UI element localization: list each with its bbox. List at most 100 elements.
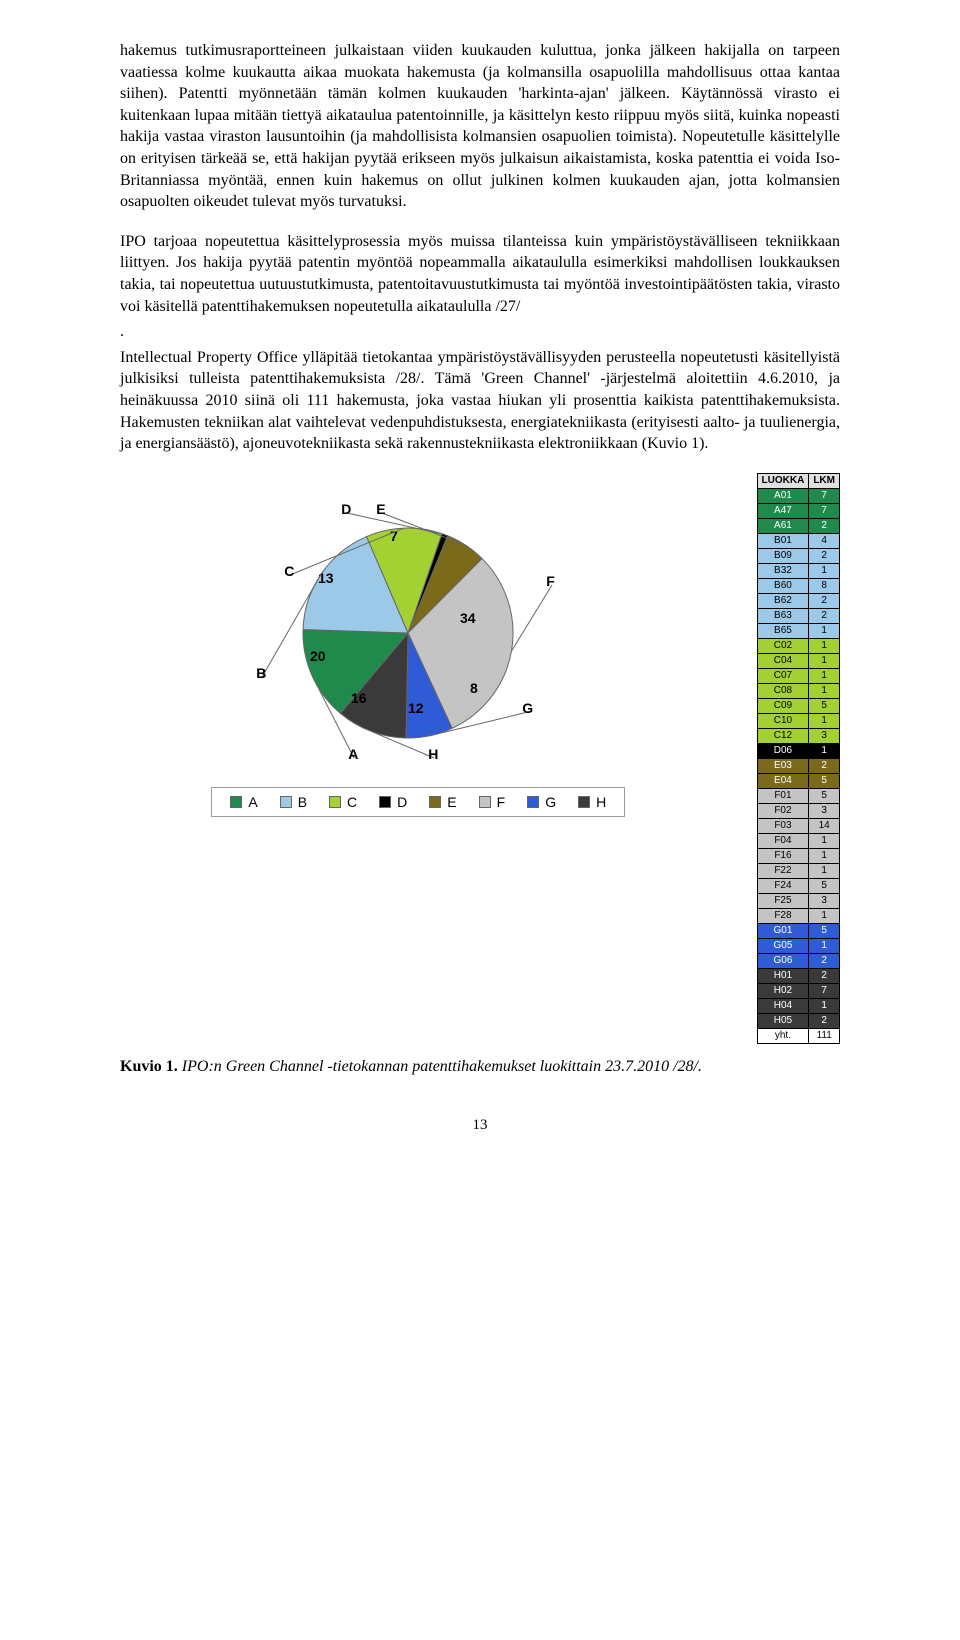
table-cell: 1 xyxy=(809,743,840,758)
table-cell: F16 xyxy=(757,848,809,863)
table-cell: 1 xyxy=(809,848,840,863)
table-cell: D06 xyxy=(757,743,809,758)
table-cell: 2 xyxy=(809,548,840,563)
table-row: C095 xyxy=(757,698,839,713)
legend-swatch-icon xyxy=(280,796,292,808)
table-row: C101 xyxy=(757,713,839,728)
legend-item-C: C xyxy=(329,794,357,810)
legend-item-F: F xyxy=(479,794,506,810)
table-cell: H04 xyxy=(757,998,809,1013)
table-cell: 1 xyxy=(809,938,840,953)
paragraph-1: hakemus tutkimusraportteineen julkaistaa… xyxy=(120,40,840,213)
table-header-cell: LUOKKA xyxy=(757,473,809,488)
table-row: C123 xyxy=(757,728,839,743)
table-cell: 1 xyxy=(809,998,840,1013)
table-row: G051 xyxy=(757,938,839,953)
chart-column: 162013734812 ABCDEFGH ABCDEFGH xyxy=(120,473,717,817)
slice-value: 20 xyxy=(310,648,326,664)
caption-text: IPO:n Green Channel -tietokannan patentt… xyxy=(178,1058,702,1075)
slice-value: 16 xyxy=(351,690,367,706)
table-row: B092 xyxy=(757,548,839,563)
table-cell: 5 xyxy=(809,698,840,713)
table-row: B651 xyxy=(757,623,839,638)
table-cell: C07 xyxy=(757,668,809,683)
table-cell: E04 xyxy=(757,773,809,788)
legend-swatch-icon xyxy=(429,796,441,808)
legend-item-D: D xyxy=(379,794,407,810)
table-cell: 2 xyxy=(809,968,840,983)
table-cell: H01 xyxy=(757,968,809,983)
table-cell: 1 xyxy=(809,908,840,923)
table-cell: B32 xyxy=(757,563,809,578)
legend-label: A xyxy=(248,794,257,810)
table-cell: B62 xyxy=(757,593,809,608)
figure-caption: Kuvio 1. IPO:n Green Channel -tietokanna… xyxy=(120,1056,840,1078)
data-table: LUOKKALKMA017A477A612B014B092B321B608B62… xyxy=(757,473,840,1044)
table-cell: B60 xyxy=(757,578,809,593)
slice-letter-E: E xyxy=(376,501,385,517)
table-row: F0314 xyxy=(757,818,839,833)
table-cell: F22 xyxy=(757,863,809,878)
table-row: G015 xyxy=(757,923,839,938)
table-row: F221 xyxy=(757,863,839,878)
legend-label: G xyxy=(545,794,556,810)
table-cell: 2 xyxy=(809,593,840,608)
table-row: G062 xyxy=(757,953,839,968)
slice-value: 13 xyxy=(318,570,334,586)
legend-swatch-icon xyxy=(230,796,242,808)
table-cell: 5 xyxy=(809,878,840,893)
table-cell: A47 xyxy=(757,503,809,518)
table-cell: C10 xyxy=(757,713,809,728)
figure-area: 162013734812 ABCDEFGH ABCDEFGH LUOKKALKM… xyxy=(120,473,840,1044)
legend-item-A: A xyxy=(230,794,257,810)
table-cell: B01 xyxy=(757,533,809,548)
page-number: 13 xyxy=(120,1117,840,1134)
table-cell: C04 xyxy=(757,653,809,668)
table-cell: 111 xyxy=(809,1028,840,1043)
legend-label: F xyxy=(497,794,506,810)
table-cell: 5 xyxy=(809,788,840,803)
caption-label: Kuvio 1. xyxy=(120,1058,178,1075)
table-cell: 1 xyxy=(809,638,840,653)
table-cell: 3 xyxy=(809,893,840,908)
table-cell: G06 xyxy=(757,953,809,968)
table-cell: F02 xyxy=(757,803,809,818)
paragraph-2: IPO tarjoaa nopeutettua käsittelyprosess… xyxy=(120,231,840,317)
table-row: C041 xyxy=(757,653,839,668)
table-row: A477 xyxy=(757,503,839,518)
table-cell: F01 xyxy=(757,788,809,803)
slice-value: 7 xyxy=(390,528,398,544)
table-row: F253 xyxy=(757,893,839,908)
table-cell: 5 xyxy=(809,773,840,788)
table-cell: G01 xyxy=(757,923,809,938)
table-cell: 2 xyxy=(809,518,840,533)
legend-item-E: E xyxy=(429,794,456,810)
legend-swatch-icon xyxy=(479,796,491,808)
table-row: H012 xyxy=(757,968,839,983)
table-cell: 14 xyxy=(809,818,840,833)
table-cell: F25 xyxy=(757,893,809,908)
table-cell: 2 xyxy=(809,1013,840,1028)
legend-label: E xyxy=(447,794,456,810)
table-cell: 1 xyxy=(809,668,840,683)
slice-letter-C: C xyxy=(284,563,294,579)
table-cell: 1 xyxy=(809,563,840,578)
slice-value: 12 xyxy=(408,700,424,716)
table-row: H027 xyxy=(757,983,839,998)
table-cell: F28 xyxy=(757,908,809,923)
table-header-cell: LKM xyxy=(809,473,840,488)
table-cell: yht. xyxy=(757,1028,809,1043)
table-cell: 2 xyxy=(809,953,840,968)
table-cell: C12 xyxy=(757,728,809,743)
table-cell: 1 xyxy=(809,713,840,728)
table-row: B608 xyxy=(757,578,839,593)
slice-value: 34 xyxy=(460,610,476,626)
legend-label: C xyxy=(347,794,357,810)
slice-value: 8 xyxy=(470,680,478,696)
table-row: F015 xyxy=(757,788,839,803)
table-row: E032 xyxy=(757,758,839,773)
table-row: H041 xyxy=(757,998,839,1013)
table-cell: H02 xyxy=(757,983,809,998)
slice-letter-F: F xyxy=(546,573,555,589)
table-cell: E03 xyxy=(757,758,809,773)
